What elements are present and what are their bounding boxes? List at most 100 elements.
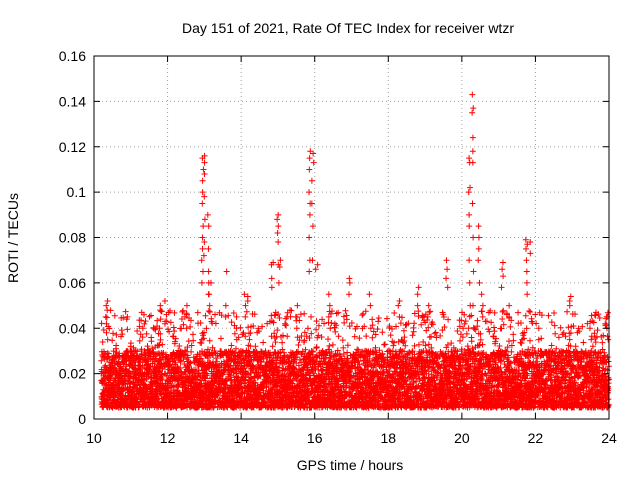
data-point: [119, 331, 126, 338]
data-point: [157, 330, 164, 337]
data-point: [335, 309, 342, 316]
data-point: [120, 314, 127, 321]
data-point: [111, 312, 118, 319]
data-point: [190, 337, 197, 344]
data-point: [166, 328, 173, 335]
data-point: [409, 332, 416, 339]
data-point: [165, 384, 172, 391]
data-point: [143, 330, 150, 337]
data-point: [252, 343, 259, 350]
data-point: [136, 359, 143, 366]
data-point: [342, 307, 349, 314]
data-point: [157, 390, 164, 397]
data-point: [159, 376, 166, 383]
data-point: [118, 333, 125, 340]
data-point: [428, 333, 435, 340]
data-point: [284, 333, 291, 340]
data-point: [163, 372, 170, 379]
data-point: [279, 339, 286, 346]
data-point: [155, 395, 162, 402]
data-point: [106, 325, 113, 332]
data-point: [109, 337, 116, 344]
data-point: [166, 307, 173, 314]
grid: [94, 56, 609, 419]
data-point: [134, 327, 141, 334]
data-point: [356, 335, 363, 342]
data-point: [205, 307, 212, 314]
data-point: [332, 328, 339, 335]
data-point: [230, 310, 237, 317]
data-point: [167, 319, 174, 326]
data-point: [335, 333, 342, 340]
data-point: [411, 342, 418, 349]
data-point: [343, 316, 350, 323]
data-point: [148, 374, 155, 381]
data-point: [344, 349, 351, 356]
data-point: [325, 336, 332, 343]
data-point: [151, 325, 158, 332]
data-point: [166, 355, 173, 362]
data-point: [104, 354, 111, 361]
data-point: [139, 334, 146, 341]
data-point: [410, 328, 417, 335]
data-point: [124, 326, 131, 333]
data-point: [301, 310, 308, 317]
data-point: [171, 328, 178, 335]
data-point: [172, 338, 179, 345]
data-point: [111, 362, 118, 369]
data-point: [105, 350, 112, 357]
data-point: [329, 341, 336, 348]
data-point: [381, 341, 388, 348]
data-point: [172, 359, 179, 366]
data-points: [98, 91, 612, 411]
data-point: [149, 345, 156, 352]
data-point: [129, 384, 136, 391]
data-point: [103, 314, 110, 321]
data-point: [344, 342, 351, 349]
data-point: [144, 358, 151, 365]
chart-title: Day 151 of 2021, Rate Of TEC Index for r…: [182, 20, 514, 36]
data-point: [313, 326, 320, 333]
data-point: [112, 351, 119, 358]
data-point: [188, 348, 195, 355]
data-point: [390, 342, 397, 349]
data-point: [99, 339, 106, 346]
data-point: [118, 327, 125, 334]
data-point: [113, 349, 120, 356]
data-point: [122, 308, 129, 315]
data-point: [195, 367, 202, 374]
data-point: [247, 330, 254, 337]
data-point: [326, 342, 333, 349]
data-point: [363, 333, 370, 340]
data-point: [274, 327, 281, 334]
data-point: [202, 312, 209, 319]
data-point: [110, 330, 117, 337]
data-point: [359, 312, 366, 319]
data-point: [383, 315, 390, 322]
data-point: [297, 311, 304, 318]
data-point: [141, 320, 148, 327]
data-point: [362, 308, 369, 315]
data-point: [197, 320, 204, 327]
data-point: [159, 341, 166, 348]
data-point: [341, 319, 348, 326]
data-point: [140, 311, 147, 318]
data-point: [375, 314, 382, 321]
data-point: [158, 372, 165, 379]
data-point: [260, 339, 267, 346]
data-point: [172, 335, 179, 342]
data-point: [217, 335, 224, 342]
data-point: [431, 330, 438, 337]
data-point: [369, 334, 376, 341]
data-point: [136, 337, 143, 344]
data-point: [154, 317, 161, 324]
data-point: [308, 313, 315, 320]
data-point: [179, 308, 186, 315]
data-point: [136, 323, 143, 330]
data-point: [391, 310, 398, 317]
data-point: [98, 357, 105, 364]
data-point: [369, 316, 376, 323]
data-point: [272, 339, 279, 346]
data-point: [283, 322, 290, 329]
